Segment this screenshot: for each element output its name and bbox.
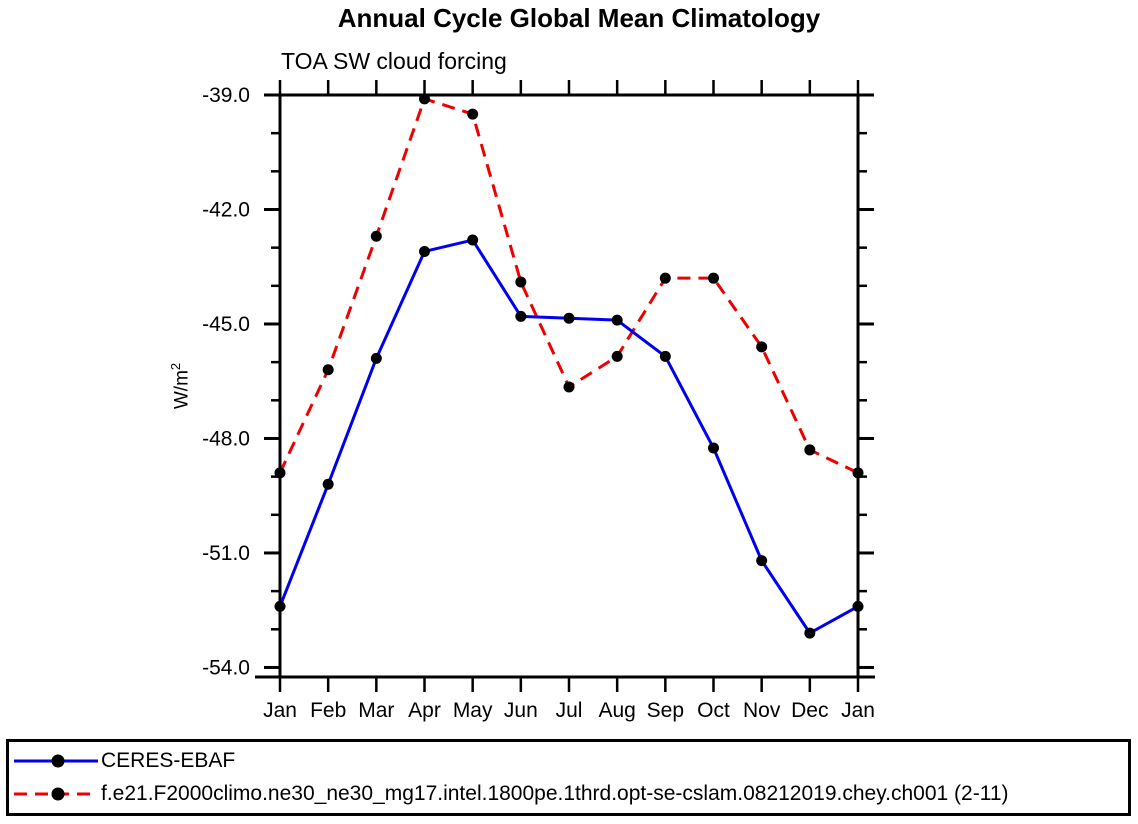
data-point-marker xyxy=(563,312,575,324)
data-point-marker xyxy=(852,600,864,612)
data-point-marker xyxy=(708,272,719,284)
data-point-marker xyxy=(515,276,527,288)
data-point-marker xyxy=(708,442,719,454)
data-point-marker xyxy=(322,478,334,490)
data-point-marker xyxy=(419,245,430,257)
y-tick-label: -45.0 xyxy=(202,313,250,336)
data-point-marker xyxy=(756,555,768,567)
x-tick-label: Apr xyxy=(408,699,441,722)
y-tick-label: -54.0 xyxy=(202,656,250,679)
data-point-marker xyxy=(563,381,575,393)
plot-area: -39.0 -42.0 -45.0 -48.0 -51.0 -54.0 Jan Feb Mar A… xyxy=(202,80,875,722)
data-point-marker xyxy=(659,272,671,284)
data-point-marker xyxy=(659,350,671,362)
x-tick-label: Jul xyxy=(556,699,583,722)
x-tick-label: Mar xyxy=(358,699,394,722)
x-tick-label: Oct xyxy=(697,699,730,722)
solid-line-sample-icon xyxy=(14,754,98,768)
dashed-line-sample-icon xyxy=(14,787,98,801)
data-point-marker xyxy=(274,467,286,479)
series-line-1 xyxy=(278,97,859,475)
data-point-marker xyxy=(756,341,768,353)
x-tick-label: Jun xyxy=(504,699,538,722)
data-point-marker xyxy=(322,364,334,376)
data-point-marker xyxy=(611,314,623,326)
data-point-marker xyxy=(274,600,286,612)
x-tick-label: Aug xyxy=(598,699,635,722)
data-point-marker xyxy=(467,108,479,120)
x-tick-label: Jan xyxy=(841,699,875,722)
legend-item-model: f.e21.F2000climo.ne30_ne30_mg17.intel.18… xyxy=(12,778,1128,812)
legend-label-model: f.e21.F2000climo.ne30_ne30_mg17.intel.18… xyxy=(101,782,1009,806)
chart-title: Annual Cycle Global Mean Climatology xyxy=(337,3,821,33)
data-point-marker xyxy=(370,230,382,242)
data-point-marker xyxy=(852,467,864,479)
x-tick-label: Sep xyxy=(647,699,684,722)
x-tick-label: Jan xyxy=(263,699,297,722)
data-point-marker xyxy=(804,444,816,456)
legend-label-observation: CERES-EBAF xyxy=(101,748,236,772)
y-tick-label: -51.0 xyxy=(202,542,250,565)
y-tick-label: -39.0 xyxy=(202,84,250,107)
data-point-marker xyxy=(515,310,527,322)
y-tick-label: -48.0 xyxy=(202,427,250,450)
x-tick-label: Nov xyxy=(743,699,781,722)
legend: CERES-EBAF f.e21.F2000climo.ne30_ne30_mg… xyxy=(6,739,1131,816)
data-point-marker xyxy=(611,350,623,362)
data-point-marker xyxy=(370,352,382,364)
y-tick-label: -42.0 xyxy=(202,198,250,221)
x-tick-label: May xyxy=(453,699,493,722)
x-tick-label: Dec xyxy=(791,699,828,722)
data-point-marker xyxy=(467,234,479,246)
x-tick-label: Feb xyxy=(310,699,346,722)
data-point-marker xyxy=(419,93,430,105)
data-point-marker xyxy=(804,627,816,639)
legend-item-observation: CERES-EBAF xyxy=(12,744,1128,778)
chart-subtitle: TOA SW cloud forcing xyxy=(281,48,507,74)
series-line-0 xyxy=(278,238,859,635)
